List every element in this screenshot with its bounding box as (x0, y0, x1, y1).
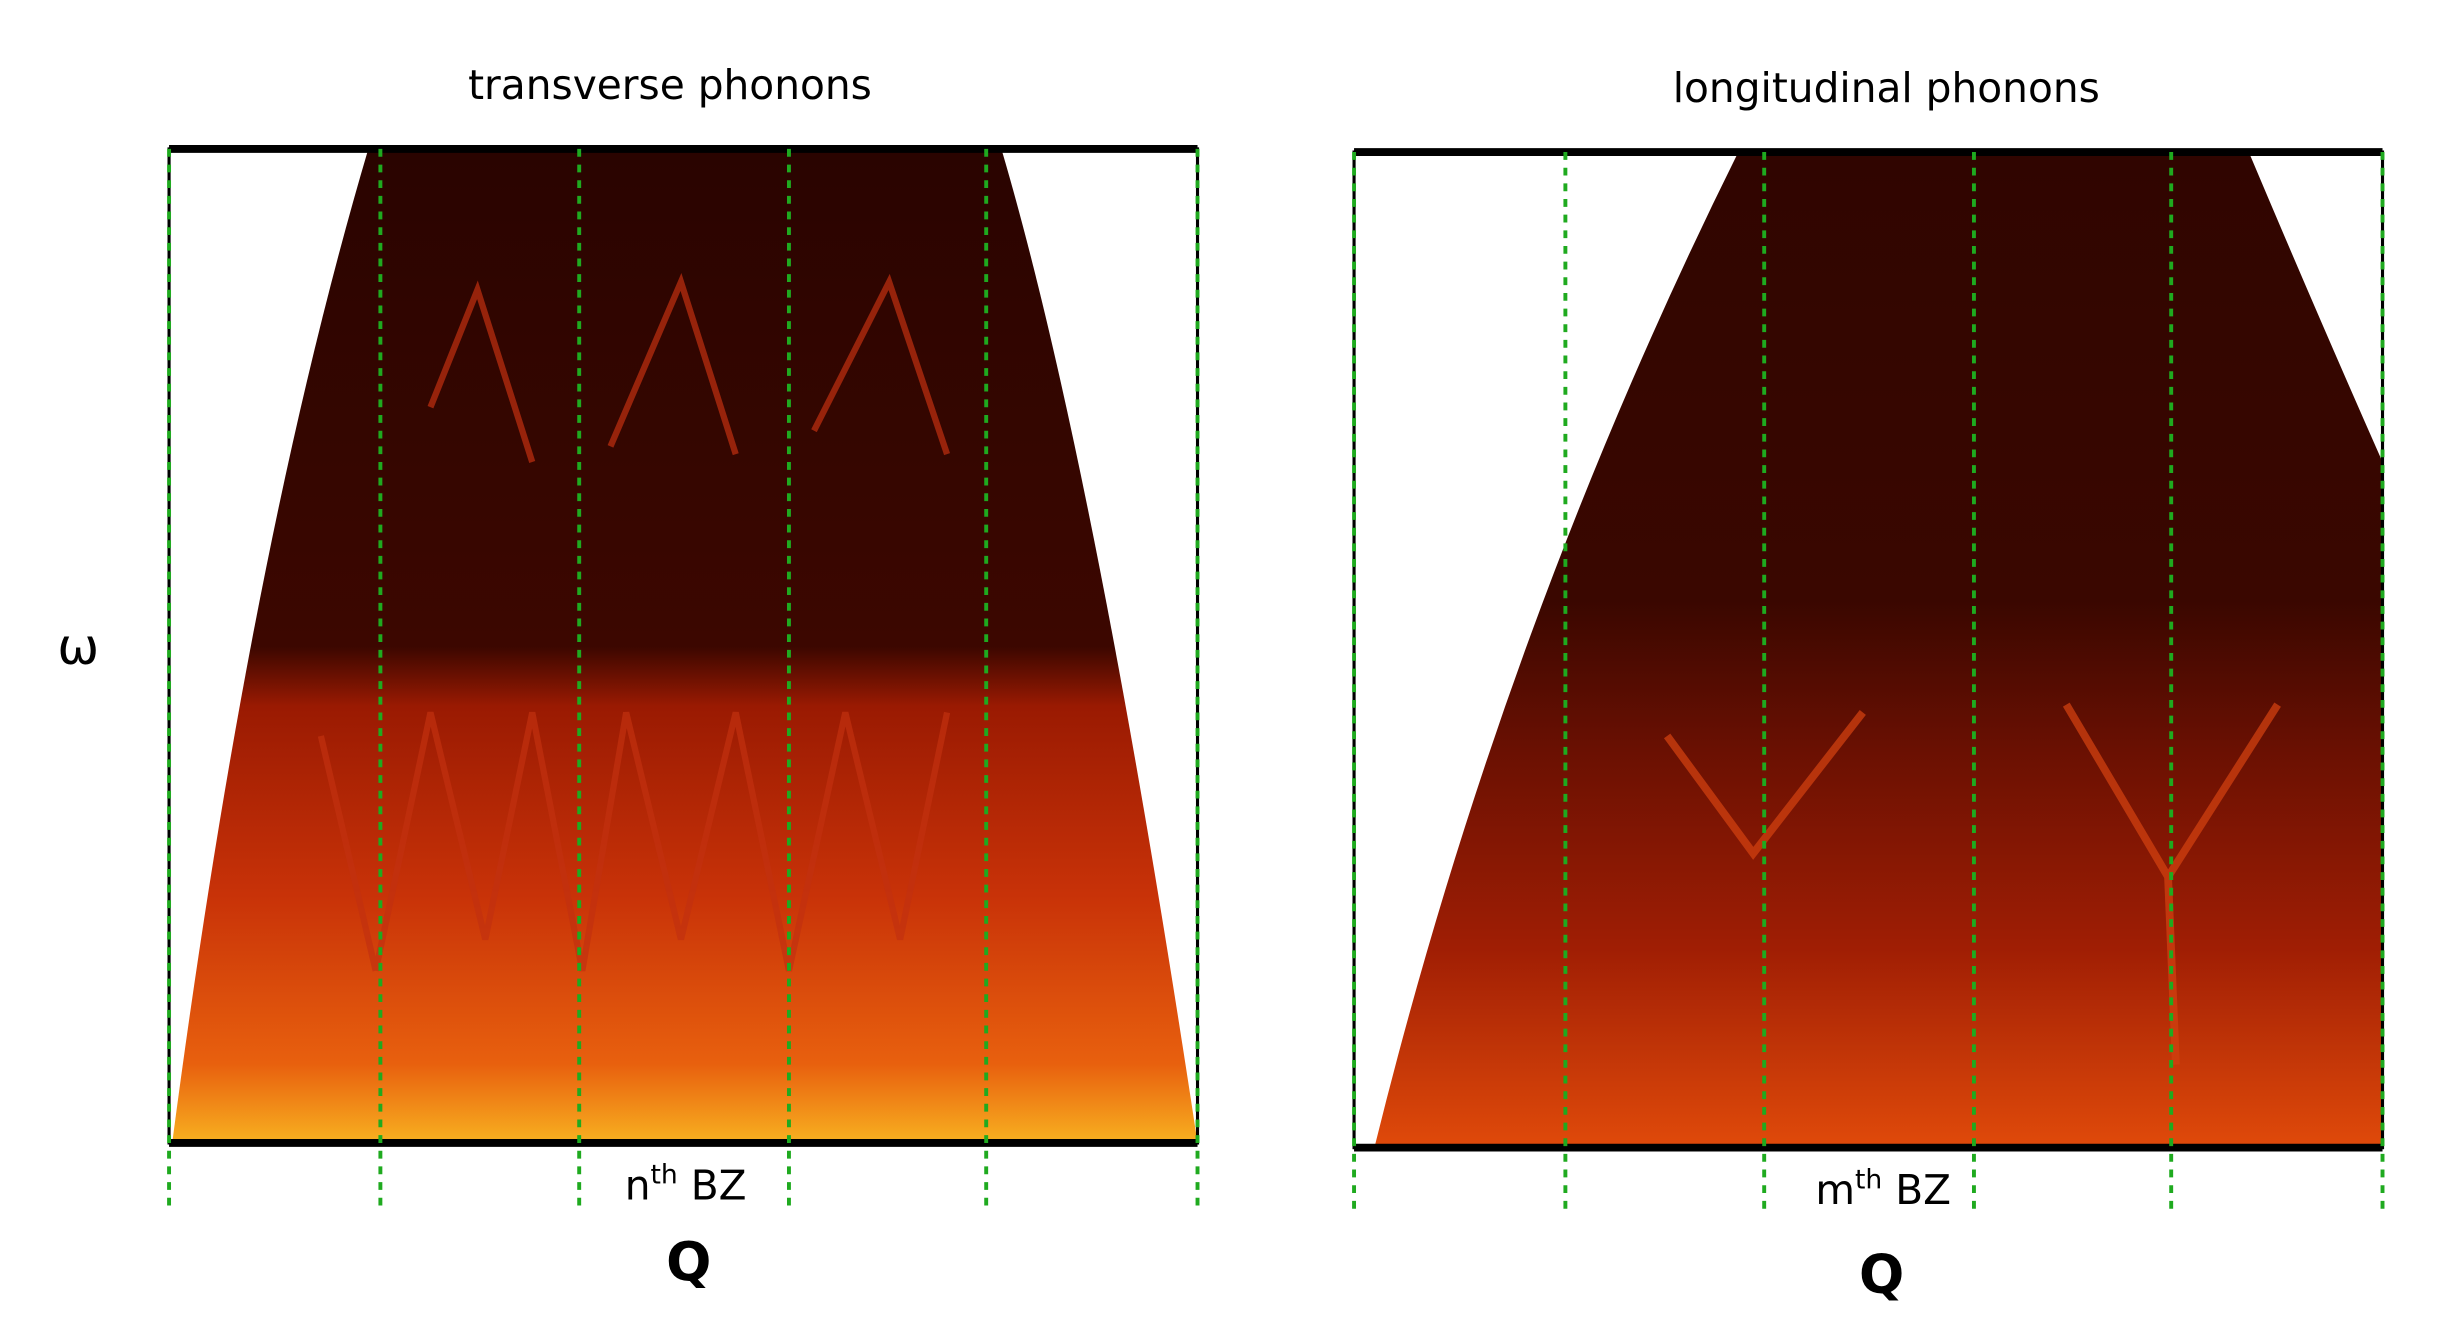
zone-boundaries (167, 148, 1200, 1214)
panel-longitudinal: longitudinal phonons mth BZ Q (1352, 64, 2385, 1306)
zone-label-base: n (625, 1161, 651, 1209)
panel-title: transverse phonons (468, 61, 872, 109)
panel-transverse: transverse phonons ω nth BZ Q (57, 61, 1200, 1294)
zone-label-base: m (1815, 1166, 1855, 1214)
zone-label: mth BZ (1815, 1164, 1951, 1214)
zone-boundaries (1352, 152, 2385, 1217)
dispersion-curves (317, 273, 951, 972)
zone-label-rest: BZ (1882, 1166, 1951, 1214)
zone-label-sup: th (651, 1160, 678, 1191)
x-axis-label: Q (666, 1232, 711, 1294)
zone-label: nth BZ (625, 1160, 747, 1210)
panel-title: longitudinal phonons (1673, 64, 2100, 112)
zone-label-sup: th (1855, 1164, 1882, 1195)
x-axis-label: Q (1859, 1244, 1904, 1306)
y-axis-label: ω (57, 618, 99, 676)
intensity-map (172, 150, 1198, 1143)
intensity-map (1374, 153, 2383, 1148)
zone-label-rest: BZ (678, 1161, 747, 1209)
